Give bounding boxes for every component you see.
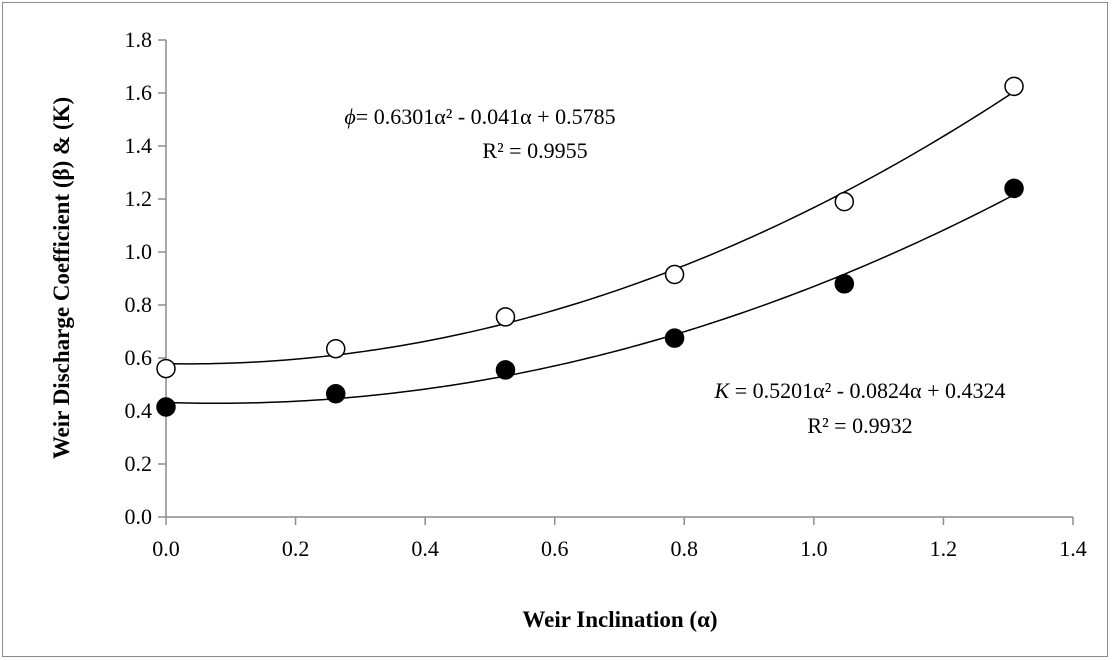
x-tick-label: 0.4 bbox=[411, 536, 439, 561]
data-point-series-1 bbox=[1004, 76, 1024, 97]
data-point-series-2 bbox=[1004, 178, 1024, 199]
equation-phi-text: = 0.6301α² - 0.041α + 0.5785 bbox=[356, 104, 616, 129]
data-point-series-1 bbox=[834, 191, 855, 212]
x-tick-label: 0.6 bbox=[541, 536, 569, 561]
x-tick-label: 0.2 bbox=[282, 536, 310, 561]
data-point-series-2 bbox=[664, 328, 685, 348]
y-tick-label: 1.2 bbox=[125, 186, 153, 211]
y-tick-label: 1.0 bbox=[125, 239, 153, 264]
equation-phi: ϕ= 0.6301α² - 0.041α + 0.5785 bbox=[344, 104, 615, 129]
points bbox=[156, 76, 1024, 417]
y-tick-label: 1.8 bbox=[125, 27, 153, 52]
y-tick-label: 0.4 bbox=[125, 398, 153, 423]
x-tick-label: 0.0 bbox=[152, 536, 180, 561]
data-point-series-2 bbox=[834, 274, 855, 294]
y-axis-title: Weir Discharge Coefficient (β) & (K) bbox=[49, 97, 74, 459]
y-tick-label: 0.2 bbox=[125, 451, 153, 476]
data-point-series-1 bbox=[495, 307, 516, 327]
r2-k: R² = 0.9932 bbox=[807, 413, 912, 438]
axes bbox=[165, 40, 1073, 518]
data-point-series-1 bbox=[664, 264, 685, 285]
x-tick-label: 1.2 bbox=[930, 536, 958, 561]
ticks: 0.0 0.2 0.4 0.6 0.8 1.0 1.2 1.4 1.6 1.8 0.0 0.2 0.4 0… bbox=[125, 27, 1087, 561]
y-tick-label: 1.4 bbox=[125, 133, 153, 158]
equation-k-text: = 0.5201α² - 0.0824α + 0.4324 bbox=[729, 378, 1005, 403]
x-axis-title: Weir Inclination (α) bbox=[522, 607, 717, 632]
data-point-series-2 bbox=[495, 360, 516, 380]
data-point-series-1 bbox=[156, 358, 176, 379]
data-point-series-1 bbox=[325, 338, 346, 359]
equation-k-symbol: K bbox=[714, 378, 731, 403]
y-tick-label: 1.6 bbox=[125, 80, 153, 105]
y-tick-label: 0.0 bbox=[125, 504, 153, 529]
x-tick-label: 0.8 bbox=[671, 536, 699, 561]
trendline-series-2 bbox=[165, 194, 1015, 405]
r2-phi: R² = 0.9955 bbox=[482, 138, 587, 163]
data-point-series-2 bbox=[156, 397, 176, 417]
trendlines bbox=[165, 91, 1015, 405]
equation-phi-symbol: ϕ bbox=[344, 104, 355, 129]
x-tick-label: 1.4 bbox=[1059, 536, 1087, 561]
data-point-series-2 bbox=[325, 384, 346, 404]
y-tick-label: 0.8 bbox=[125, 292, 153, 317]
x-tick-label: 1.0 bbox=[800, 536, 828, 561]
y-tick-label: 0.6 bbox=[125, 345, 153, 370]
equation-k: K = 0.5201α² - 0.0824α + 0.4324 bbox=[714, 378, 1006, 403]
trendline-series-1 bbox=[165, 91, 1015, 365]
